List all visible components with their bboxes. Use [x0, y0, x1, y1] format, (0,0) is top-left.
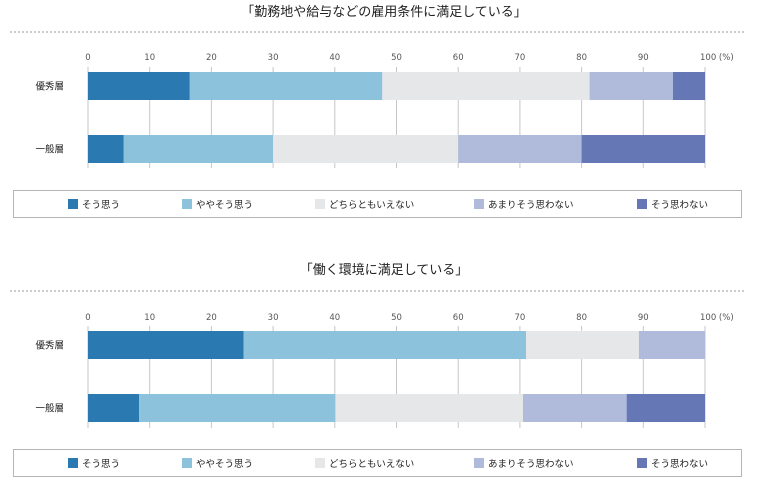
x-tick-label: 70: [514, 313, 525, 323]
bar-segment: [526, 331, 639, 359]
bar-segment: [382, 72, 590, 100]
legend-label: そう思わない: [651, 200, 708, 211]
x-tick-label: 90: [638, 313, 649, 323]
chart-title: 「勤務地や給与などの雇用条件に満足している」: [241, 4, 527, 20]
bar-segment: [88, 331, 244, 359]
legend-label: あまりそう思わない: [488, 459, 574, 470]
bar-segment: [139, 394, 336, 422]
legend-swatch: [637, 458, 647, 468]
bar-segment: [522, 394, 627, 422]
x-tick-label: 30: [268, 313, 279, 323]
x-tick-label: 60: [453, 53, 464, 63]
legend-label: そう思う: [82, 200, 120, 211]
bar-segment: [88, 72, 190, 100]
bar-segment: [589, 72, 673, 100]
bar-segment: [189, 72, 383, 100]
legend-swatch: [68, 458, 78, 468]
x-tick-label: 40: [329, 53, 340, 63]
x-tick-label: 90: [638, 53, 649, 63]
legend-box: [13, 449, 742, 477]
x-tick-label: 0: [85, 53, 90, 63]
x-tick-label: 50: [391, 313, 402, 323]
x-tick-label: 30: [268, 53, 279, 63]
category-label: 一般層: [35, 144, 64, 156]
legend-label: そう思う: [82, 459, 120, 470]
legend-box: [13, 190, 742, 218]
x-tick-label: 100 (%): [700, 53, 734, 63]
bar-segment: [581, 135, 705, 163]
bar-segment: [626, 394, 705, 422]
legend-swatch: [637, 199, 647, 209]
bar-segment: [638, 331, 705, 359]
x-tick-label: 10: [144, 53, 155, 63]
x-tick-label: 80: [576, 53, 587, 63]
legend-label: ややそう思う: [196, 200, 253, 211]
legend-swatch: [474, 458, 484, 468]
legend-swatch: [182, 458, 192, 468]
legend-label: そう思わない: [651, 459, 708, 470]
x-tick-label: 70: [514, 53, 525, 63]
bar-segment: [123, 135, 274, 163]
chart-title: 「働く環境に満足している」: [300, 263, 469, 278]
legend-swatch: [315, 458, 325, 468]
bar-segment: [88, 135, 124, 163]
x-tick-label: 60: [453, 313, 464, 323]
legend-swatch: [68, 199, 78, 209]
category-label: 優秀層: [35, 81, 64, 93]
legend-label: どちらともいえない: [329, 200, 414, 211]
category-label: 優秀層: [35, 340, 64, 352]
legend-label: どちらともいえない: [329, 459, 414, 470]
bar-segment: [458, 135, 582, 163]
x-tick-label: 40: [329, 313, 340, 323]
legend-swatch: [182, 199, 192, 209]
x-tick-label: 0: [85, 313, 90, 323]
bar-segment: [335, 394, 523, 422]
bar-segment: [273, 135, 459, 163]
x-tick-label: 100 (%): [700, 313, 734, 323]
legend-label: ややそう思う: [196, 459, 253, 470]
legend-swatch: [315, 199, 325, 209]
bar-segment: [672, 72, 705, 100]
category-label: 一般層: [35, 403, 64, 415]
legend-swatch: [474, 199, 484, 209]
x-tick-label: 20: [206, 53, 217, 63]
bar-segment: [243, 331, 527, 359]
legend-label: あまりそう思わない: [488, 200, 574, 211]
x-tick-label: 50: [391, 53, 402, 63]
x-tick-label: 10: [144, 313, 155, 323]
bar-segment: [88, 394, 140, 422]
x-tick-label: 80: [576, 313, 587, 323]
x-tick-label: 20: [206, 313, 217, 323]
